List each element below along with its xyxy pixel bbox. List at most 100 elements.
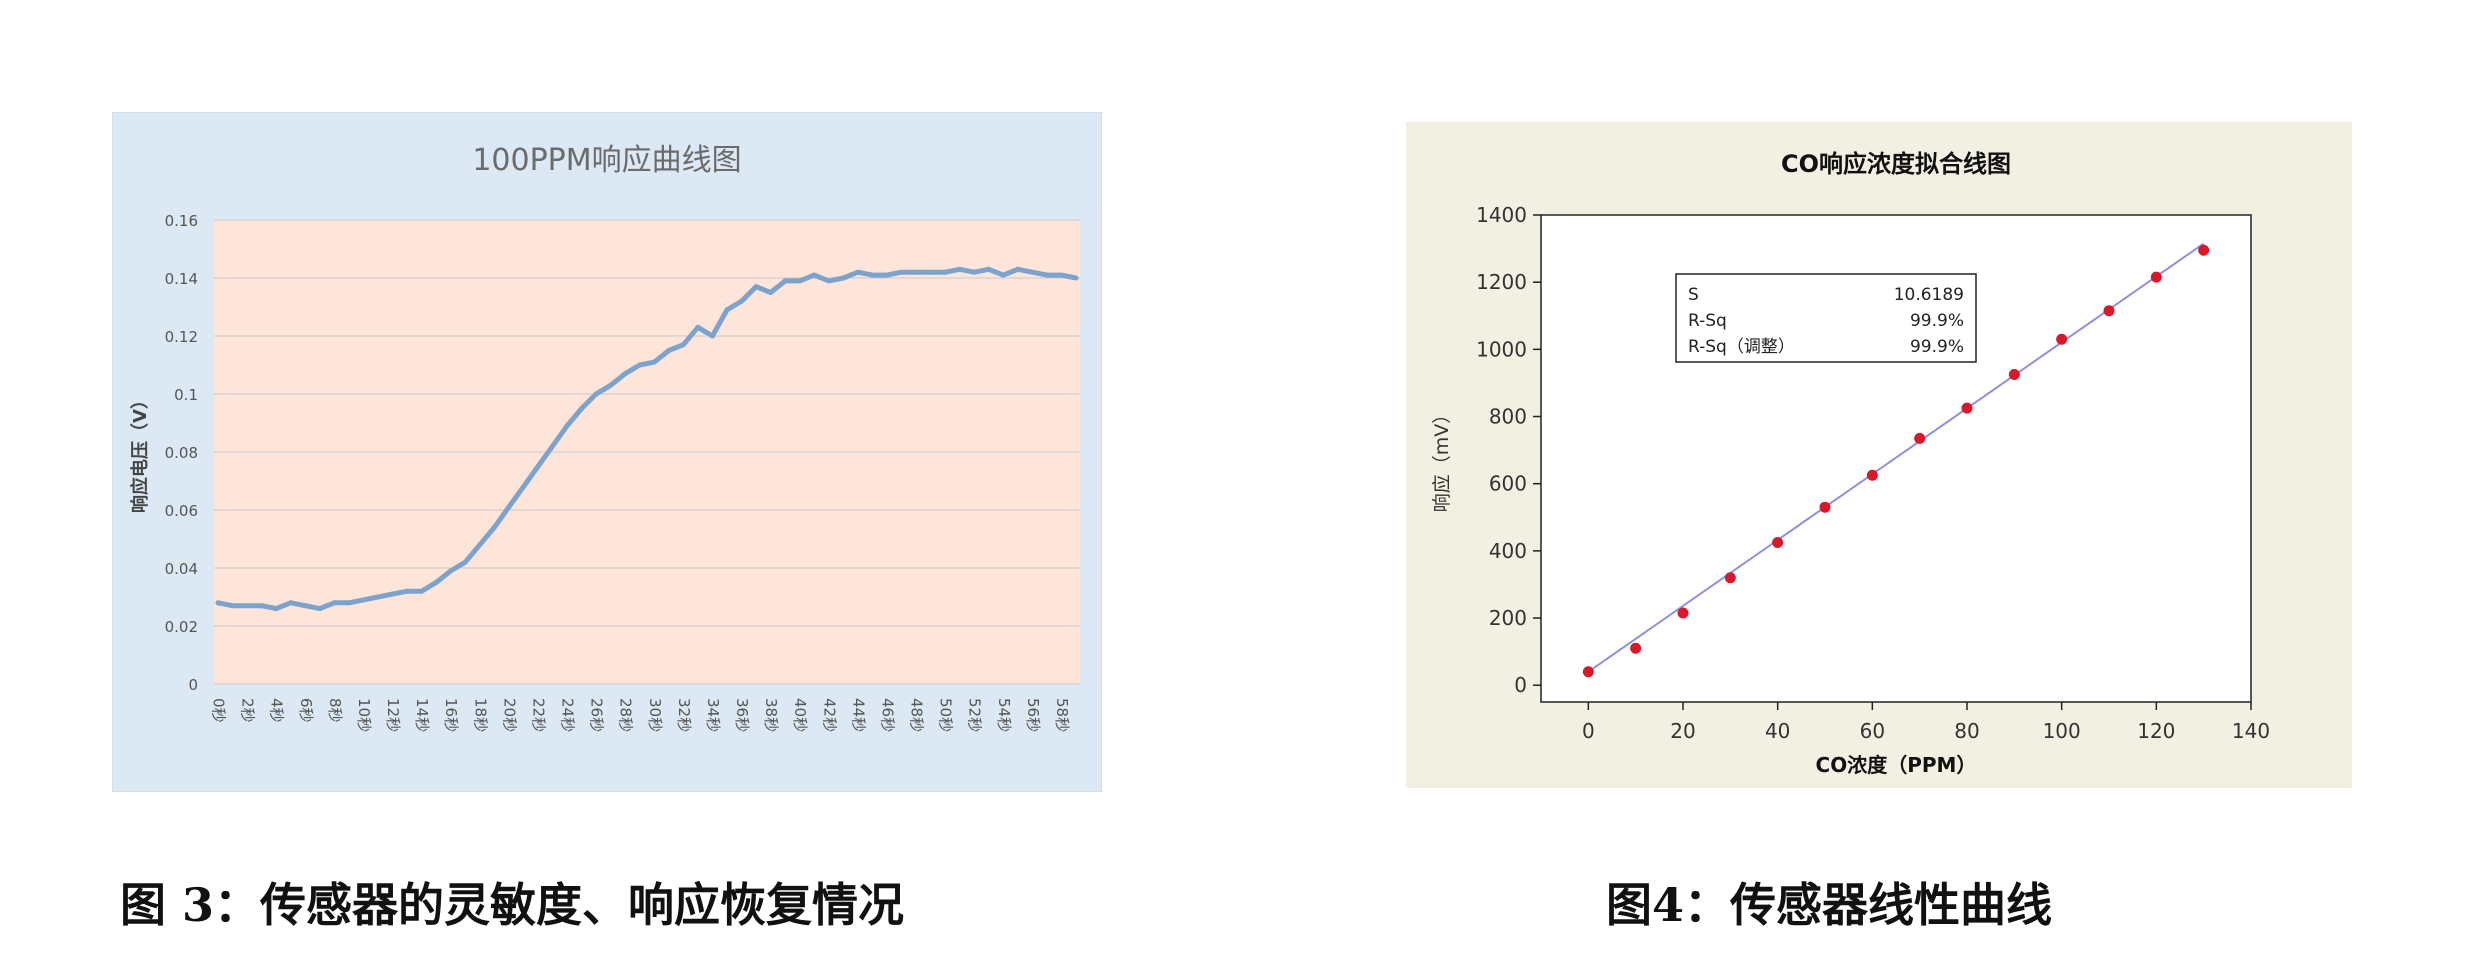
x-tick-label: 50秒 (937, 698, 955, 732)
figure-4-caption: 图4：传感器线性曲线 (1606, 878, 2053, 932)
data-point (1000, 272, 1006, 278)
y-tick-label: 1000 (1476, 337, 1527, 361)
data-point (404, 588, 410, 594)
data-point (535, 464, 541, 469)
x-tick-label: 100 (2043, 719, 2081, 743)
data-point (1582, 666, 1594, 678)
data-point (2103, 305, 2115, 317)
x-tick-label: 36秒 (733, 698, 751, 732)
y-tick-label: 0.12 (165, 328, 198, 346)
y-tick-label: 0.08 (165, 444, 198, 462)
y-tick-label: 0.02 (165, 618, 198, 636)
stats-value: 99.9% (1910, 337, 1964, 357)
data-point (448, 568, 454, 574)
y-axis-label: 响应（mV） (1431, 405, 1453, 513)
y-tick-label: 400 (1489, 539, 1527, 563)
x-tick-label: 22秒 (529, 698, 547, 732)
x-axis-label: CO浓度（PPM） (1816, 753, 1977, 777)
x-tick-label: 80 (1954, 719, 1979, 743)
chart-title: 100PPM响应曲线图 (472, 143, 741, 178)
x-tick-label: 0秒 (210, 698, 228, 723)
data-point (840, 275, 846, 281)
data-point (855, 269, 861, 275)
data-point (331, 600, 337, 606)
data-point (1677, 607, 1689, 619)
data-point (288, 600, 294, 606)
x-tick-label: 60 (1860, 719, 1885, 743)
x-tick-label: 18秒 (471, 698, 489, 732)
data-point (462, 559, 468, 565)
data-point (1772, 536, 1784, 548)
data-point (259, 603, 265, 609)
stats-label: S (1688, 285, 1699, 305)
data-point (1073, 275, 1079, 281)
x-tick-label: 44秒 (849, 698, 867, 732)
data-point (1866, 469, 1878, 481)
data-point (244, 603, 250, 609)
x-tick-label: 38秒 (762, 698, 780, 732)
data-point (724, 307, 730, 313)
y-tick-label: 600 (1489, 472, 1527, 496)
data-point (608, 382, 614, 388)
y-tick-label: 1400 (1476, 203, 1527, 227)
data-point (928, 269, 934, 275)
data-point (215, 600, 221, 606)
data-point (666, 348, 672, 353)
data-point (477, 542, 483, 548)
data-point (390, 591, 396, 597)
data-point (622, 371, 628, 377)
data-point (2008, 369, 2020, 381)
data-point (898, 269, 904, 275)
stats-box (1675, 273, 1977, 363)
y-tick-label: 0.1 (174, 386, 198, 404)
data-point (782, 278, 788, 284)
x-tick-label: 6秒 (297, 698, 315, 723)
x-tick-label: 20秒 (500, 698, 518, 732)
data-point (753, 284, 759, 290)
data-point (1015, 266, 1021, 272)
x-tick-label: 20 (1670, 719, 1695, 743)
data-point (375, 594, 381, 600)
data-point (1819, 501, 1831, 513)
data-point (811, 272, 817, 278)
x-tick-label: 28秒 (617, 698, 635, 732)
data-point (1029, 269, 1035, 275)
data-point (957, 266, 963, 272)
x-tick-label: 12秒 (384, 698, 402, 732)
data-point (869, 272, 875, 278)
data-point (739, 298, 745, 304)
data-point (826, 278, 832, 284)
data-point (1914, 432, 1926, 444)
fit-line (1587, 242, 2205, 673)
data-point (317, 606, 323, 612)
data-point (1630, 642, 1642, 654)
x-tick-label: 58秒 (1053, 698, 1071, 732)
x-tick-label: 4秒 (268, 698, 286, 723)
data-point (2150, 271, 2162, 283)
data-point (913, 269, 919, 275)
data-point (2198, 244, 2210, 256)
response-curve-svg: 0 0.02 0.04 0.06 0.08 0.1 0.12 0.14 0.16 0秒 2秒 4秒 6秒… (111, 111, 1103, 793)
x-tick-label: 0 (1582, 719, 1595, 743)
data-point (491, 524, 497, 530)
data-point (797, 278, 803, 284)
data-point (433, 580, 439, 585)
response-curve-chart: 0 0.02 0.04 0.06 0.08 0.1 0.12 0.14 0.16 0秒 2秒 4秒 6秒… (111, 111, 1103, 793)
x-tick-label: 46秒 (878, 698, 896, 732)
data-point (360, 597, 366, 603)
stats-value: 10.6189 (1894, 285, 1964, 305)
x-tick-label: 32秒 (675, 698, 693, 732)
y-tick-label: 0.16 (165, 212, 198, 230)
figure-3-caption: 图 3：传感器的灵敏度、响应恢复情况 (120, 878, 905, 932)
y-tick-label: 200 (1489, 606, 1527, 630)
x-tick-label: 40 (1765, 719, 1790, 743)
data-point (549, 443, 555, 449)
y-tick-label: 1200 (1476, 270, 1527, 294)
x-tick-label: 56秒 (1024, 698, 1042, 732)
stats-value: 99.9% (1910, 311, 1964, 331)
y-tick-label: 0 (1514, 673, 1527, 697)
data-point (230, 603, 236, 609)
data-point (593, 391, 599, 397)
x-tick-label: 140 (2232, 719, 2270, 743)
data-point (302, 603, 308, 609)
